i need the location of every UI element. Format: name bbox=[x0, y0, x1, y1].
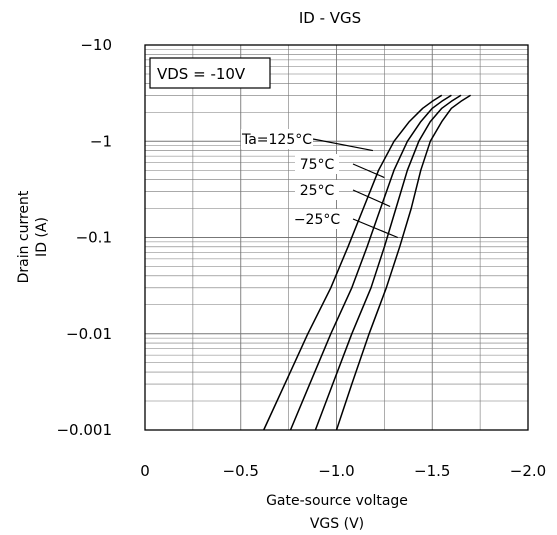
curve-label-backdrop bbox=[241, 129, 313, 149]
curve-label-backdrop bbox=[295, 154, 339, 174]
x-tick-label: 0 bbox=[140, 462, 150, 480]
curve-label: −25°C bbox=[294, 212, 341, 228]
y-tick-label: −0.01 bbox=[66, 325, 112, 343]
curve-label-leader bbox=[312, 138, 373, 152]
x-axis-label-line1: Gate-source voltage bbox=[266, 493, 408, 509]
curve-label-leader bbox=[352, 163, 385, 179]
y-tick-label: −0.001 bbox=[56, 421, 112, 439]
series-line bbox=[263, 94, 443, 431]
condition-box-frame bbox=[149, 57, 271, 89]
x-tick-label: −1.0 bbox=[318, 462, 354, 480]
chart-title: ID - VGS bbox=[299, 9, 361, 27]
y-tick-label: −0.1 bbox=[76, 229, 112, 247]
curve-label: 75°C bbox=[300, 157, 335, 173]
curve-label: 25°C bbox=[300, 183, 335, 199]
x-axis-label-line2: VGS (V) bbox=[310, 516, 364, 532]
curve-label-backdrop bbox=[295, 209, 339, 229]
x-tick-label: −2.0 bbox=[510, 462, 546, 480]
y-axis-label-line1: Drain current bbox=[16, 190, 32, 283]
x-axis-ticks: 0 −0.5 −1.0 −1.5 −2.0 bbox=[140, 462, 546, 480]
data-series bbox=[263, 94, 471, 431]
x-tick-label: −1.5 bbox=[414, 462, 450, 480]
y-axis-ticks: −10 −1 −0.1 −0.01 −0.001 bbox=[56, 36, 112, 439]
series-line bbox=[335, 94, 471, 431]
condition-text: VDS = -10V bbox=[157, 65, 246, 83]
y-tick-label: −10 bbox=[80, 36, 112, 54]
curve-label: Ta=125°C bbox=[241, 132, 312, 148]
curve-label-leader bbox=[352, 218, 399, 239]
series-line bbox=[314, 94, 462, 431]
curve-label-leader bbox=[352, 189, 391, 208]
curve-label-leaders: Ta=125°C 75°C 25°C −25°C bbox=[241, 129, 399, 239]
y-axis-label-line2: ID (A) bbox=[34, 217, 50, 257]
x-tick-label: −0.5 bbox=[223, 462, 259, 480]
curve-label-backdrop bbox=[295, 180, 339, 200]
y-tick-label: −1 bbox=[90, 132, 112, 150]
series-line bbox=[289, 94, 452, 431]
condition-box: VDS = -10V bbox=[149, 57, 271, 89]
